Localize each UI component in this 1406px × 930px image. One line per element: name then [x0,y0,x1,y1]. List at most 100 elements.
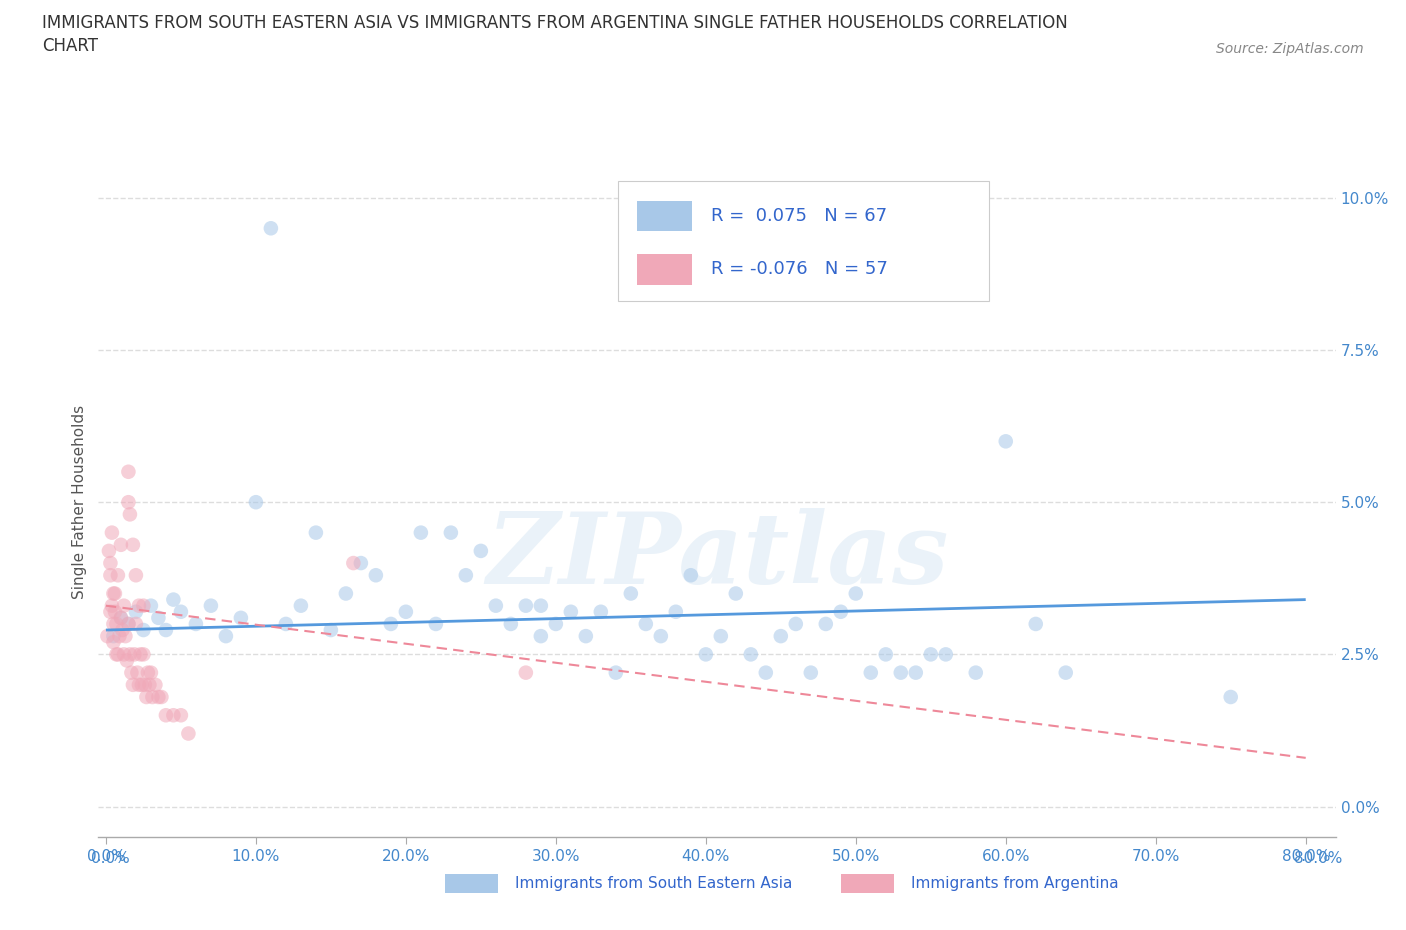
Point [114,629,136,644]
Point [260,220,283,235]
Text: 0.0%: 0.0% [91,851,131,866]
Point [229,610,252,625]
Point [155,622,177,637]
Point [177,726,200,741]
Point [138,677,160,692]
Point [103,629,125,644]
Text: Immigrants from South Eastern Asia: Immigrants from South Eastern Asia [515,876,793,891]
Point [110,610,132,625]
Text: Source: ZipAtlas.com: Source: ZipAtlas.com [1216,42,1364,56]
Point [560,604,582,619]
Point [124,647,146,662]
Point [107,647,129,662]
FancyBboxPatch shape [637,255,692,285]
Point [200,598,222,613]
Point [129,647,152,662]
Point [100,604,122,619]
Point [128,598,150,613]
Point [290,598,312,613]
Point [145,677,167,692]
Point [148,610,170,625]
Point [135,689,157,704]
Point [110,538,132,552]
Point [650,629,672,644]
Point [274,617,297,631]
Point [120,665,142,680]
Point [103,635,125,650]
Point [845,586,868,601]
Point [409,525,432,540]
Point [859,665,882,680]
Point [814,617,837,631]
Point [155,708,177,723]
Point [695,647,717,662]
Point [162,708,184,723]
Point [134,677,156,692]
Point [994,434,1017,449]
Point [96,629,118,644]
Point [131,677,153,692]
Point [107,568,129,583]
Point [104,604,127,619]
Point [605,665,627,680]
Point [515,665,537,680]
Point [111,622,134,637]
Point [544,617,567,631]
Text: ZIPatlas: ZIPatlas [486,508,948,604]
Point [150,689,173,704]
Point [170,604,193,619]
Point [342,555,364,570]
Point [115,653,138,668]
Point [920,647,942,662]
Point [100,568,122,583]
Point [117,617,139,631]
Point [440,525,463,540]
Point [935,647,957,662]
Point [125,568,148,583]
Point [965,665,987,680]
Point [350,555,373,570]
Point [112,598,135,613]
Point [105,647,128,662]
Point [128,677,150,692]
Point [101,598,124,613]
Point [800,665,823,680]
Point [215,629,238,644]
Point [1025,617,1047,631]
Point [139,665,162,680]
Point [132,622,155,637]
Point [620,586,643,601]
Point [118,647,141,662]
Point [132,598,155,613]
Point [103,586,125,601]
Point [515,598,537,613]
Text: 80.0%: 80.0% [1295,851,1343,866]
FancyBboxPatch shape [637,201,692,231]
Point [530,629,553,644]
Point [589,604,612,619]
Y-axis label: Single Father Households: Single Father Households [72,405,87,599]
Point [104,586,127,601]
Point [118,507,141,522]
Point [122,677,145,692]
Point [100,555,122,570]
Text: R =  0.075   N = 67: R = 0.075 N = 67 [711,206,887,225]
Point [103,617,125,631]
Text: CHART: CHART [42,37,98,55]
Point [769,629,792,644]
Point [136,665,159,680]
Point [122,538,145,552]
Point [101,525,124,540]
Point [184,617,207,631]
Point [117,495,139,510]
Point [679,568,702,583]
Point [395,604,418,619]
Point [499,617,522,631]
Point [470,543,492,558]
Text: R = -0.076   N = 57: R = -0.076 N = 57 [711,260,887,278]
Point [110,610,132,625]
Point [162,592,184,607]
Point [530,598,553,613]
Point [890,665,912,680]
Point [454,568,477,583]
